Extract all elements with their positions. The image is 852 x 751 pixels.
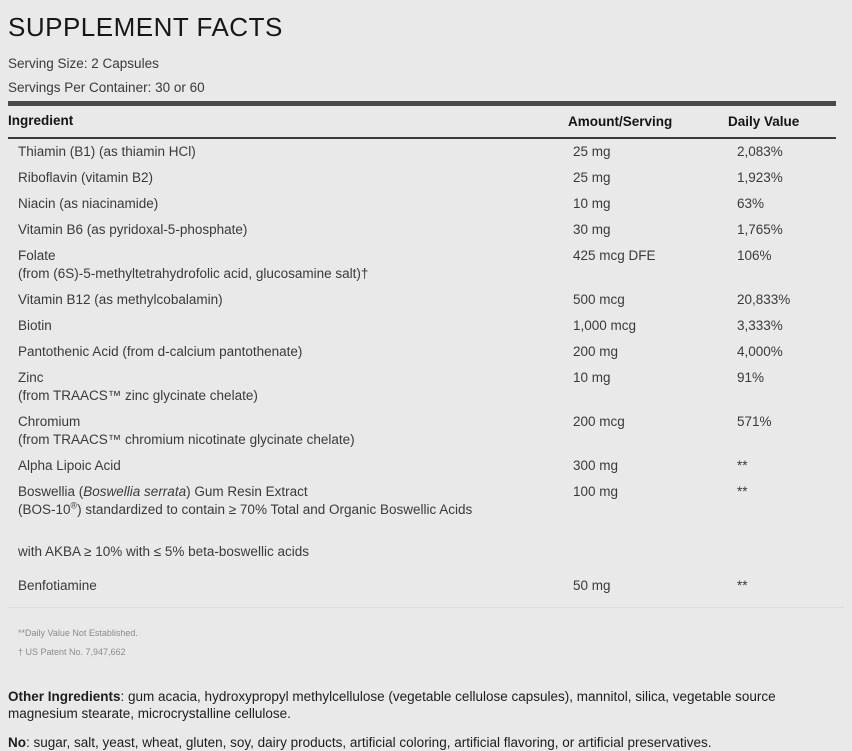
daily-value-cell: **: [737, 484, 748, 499]
ingredient-source: (from (6S)-5-methyltetrahydrofolic acid,…: [18, 266, 369, 281]
no-statement-paragraph: No: sugar, salt, yeast, wheat, gluten, s…: [8, 734, 818, 751]
table-row: Riboflavin (vitamin B2) 25 mg 1,923%: [8, 165, 836, 191]
section-divider-bar: [8, 101, 836, 106]
amount-cell: 300 mg: [573, 458, 619, 473]
daily-value-cell: 1,923%: [737, 170, 783, 185]
amount-cell: 25 mg: [573, 170, 611, 185]
amount-cell: 25 mg: [573, 144, 611, 159]
daily-value-cell: 4,000%: [737, 344, 783, 359]
table-row: Benfotiamine 50 mg **: [8, 573, 836, 599]
col-header-daily-value: Daily Value: [728, 114, 800, 129]
table-row: Pantothenic Acid (from d-calcium pantoth…: [8, 339, 836, 365]
ingredient-cell: Riboflavin (vitamin B2): [18, 170, 154, 185]
table-row: Niacin (as niacinamide) 10 mg 63%: [8, 191, 836, 217]
amount-cell: 500 mcg: [573, 292, 625, 307]
amount-cell: 10 mg: [573, 196, 611, 211]
amount-cell: 425 mcg DFE: [573, 248, 656, 263]
table-row: Folate (from (6S)-5-methyltetrahydrofoli…: [8, 243, 836, 287]
serving-size: Serving Size: 2 Capsules: [8, 56, 159, 71]
footnote-patent: † US Patent No. 7,947,662: [18, 647, 126, 657]
table-row: Chromium (from TRAACS™ chromium nicotina…: [8, 409, 836, 453]
footnotes: **Daily Value Not Established. † US Pate…: [8, 628, 844, 658]
servings-per-container: Servings Per Container: 30 or 60: [8, 80, 205, 95]
daily-value-cell: 91%: [737, 370, 765, 385]
table-row: Alpha Lipoic Acid 300 mg **: [8, 453, 836, 479]
table-row: Boswellia (Boswellia serrata) Gum Resin …: [8, 479, 836, 573]
ingredient-cell: Boswellia (Boswellia serrata) Gum Resin …: [8, 483, 568, 561]
amount-cell: 200 mg: [573, 344, 619, 359]
col-header-amount: Amount/Serving: [568, 114, 673, 129]
no-statement-label: No: [8, 735, 26, 750]
ingredient-cell: Folate (from (6S)-5-methyltetrahydrofoli…: [8, 247, 568, 283]
daily-value-cell: 106%: [737, 248, 772, 263]
ingredient-source: (from TRAACS™ chromium nicotinate glycin…: [18, 432, 355, 447]
amount-cell: 50 mg: [573, 578, 611, 593]
other-ingredients-text: : gum acacia, hydroxypropyl methylcellul…: [8, 689, 776, 721]
amount-cell: 30 mg: [573, 222, 611, 237]
daily-value-cell: 571%: [737, 414, 772, 429]
ingredient-name: Boswellia (Boswellia serrata) Gum Resin …: [18, 484, 308, 499]
amount-cell: 10 mg: [573, 370, 611, 385]
ingredient-cell: Vitamin B12 (as methylcobalamin): [18, 292, 223, 307]
amount-cell: 200 mcg: [573, 414, 625, 429]
ingredient-cell: Thiamin (B1) (as thiamin HCl): [18, 144, 196, 159]
daily-value-cell: 63%: [737, 196, 765, 211]
ingredient-akba-note: with AKBA ≥ 10% with ≤ 5% beta-boswellic…: [18, 544, 309, 559]
amount-cell: 100 mg: [573, 484, 619, 499]
no-statement-text: : sugar, salt, yeast, wheat, gluten, soy…: [26, 735, 712, 750]
daily-value-cell: 2,083%: [737, 144, 783, 159]
ingredient-standardization: (BOS-10®) standardized to contain ≥ 70% …: [18, 500, 473, 517]
botanical-name: Boswellia serrata: [83, 484, 187, 499]
ingredient-name: Chromium: [18, 414, 81, 429]
ingredient-cell: Alpha Lipoic Acid: [18, 458, 121, 473]
ingredient-cell: Vitamin B6 (as pyridoxal-5-phosphate): [18, 222, 248, 237]
daily-value-cell: 20,833%: [737, 292, 791, 307]
ingredient-name: Zinc: [18, 370, 44, 385]
ingredient-source: (from TRAACS™ zinc glycinate chelate): [18, 388, 258, 403]
ingredient-cell: Biotin: [18, 318, 52, 333]
footnote-divider: [8, 607, 844, 608]
registered-mark: ®: [70, 500, 78, 511]
ingredient-cell: Pantothenic Acid (from d-calcium pantoth…: [18, 344, 303, 359]
ingredient-cell: Benfotiamine: [18, 578, 97, 593]
table-row: Thiamin (B1) (as thiamin HCl) 25 mg 2,08…: [8, 139, 836, 165]
table-row: Zinc (from TRAACS™ zinc glycinate chelat…: [8, 365, 836, 409]
daily-value-cell: 1,765%: [737, 222, 783, 237]
page-title: SUPPLEMENT FACTS: [8, 12, 283, 42]
ingredient-cell: Chromium (from TRAACS™ chromium nicotina…: [8, 413, 568, 449]
table-row: Biotin 1,000 mcg 3,333%: [8, 313, 836, 339]
other-ingredients-paragraph: Other Ingredients: gum acacia, hydroxypr…: [8, 688, 818, 722]
facts-table: Ingredient Amount/Serving Daily Value Th…: [8, 106, 836, 599]
daily-value-cell: 3,333%: [737, 318, 783, 333]
ingredient-cell: Niacin (as niacinamide): [18, 196, 159, 211]
table-header-row: Ingredient Amount/Serving Daily Value: [8, 106, 836, 139]
daily-value-cell: **: [737, 458, 748, 473]
amount-cell: 1,000 mcg: [573, 318, 637, 333]
ingredient-cell: Zinc (from TRAACS™ zinc glycinate chelat…: [8, 369, 568, 405]
col-header-ingredient: Ingredient: [8, 113, 74, 128]
other-ingredients-label: Other Ingredients: [8, 689, 121, 704]
daily-value-cell: **: [737, 578, 748, 593]
footnote-daily-value: **Daily Value Not Established.: [18, 628, 138, 638]
table-row: Vitamin B12 (as methylcobalamin) 500 mcg…: [8, 287, 836, 313]
table-row: Vitamin B6 (as pyridoxal-5-phosphate) 30…: [8, 217, 836, 243]
ingredient-name: Folate: [18, 248, 56, 263]
